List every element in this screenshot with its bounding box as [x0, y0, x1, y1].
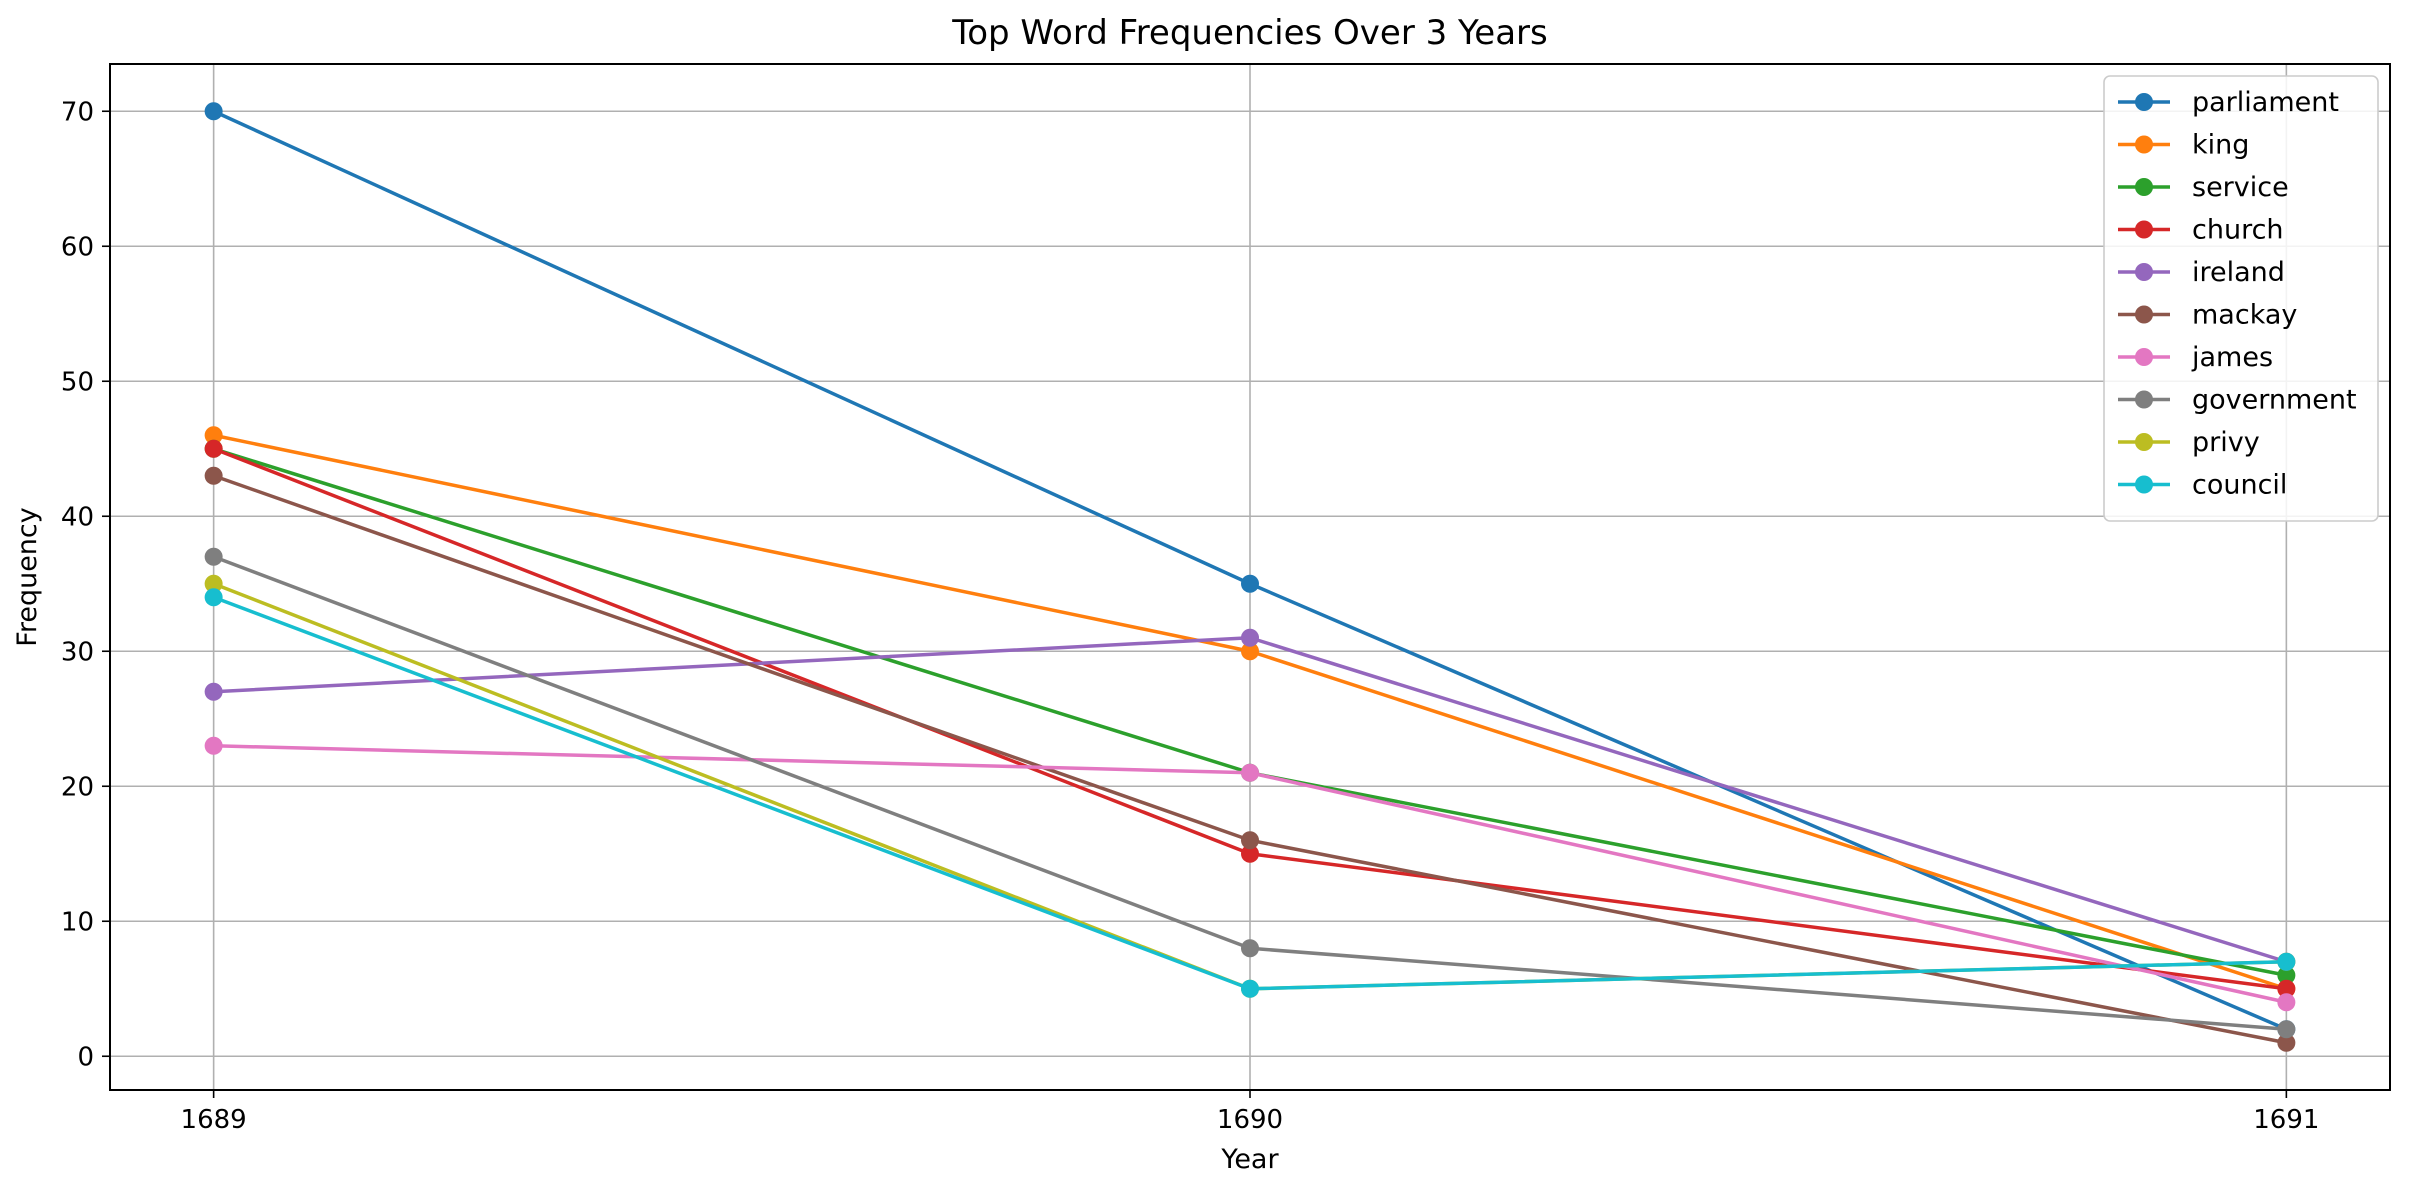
data-point-james	[1241, 763, 1259, 782]
data-point-mackay	[1241, 831, 1259, 850]
legend-item-privy: privy	[2118, 427, 2260, 458]
legend-marker	[2135, 93, 2153, 111]
data-point-service	[2277, 966, 2296, 985]
y-tick-label: 60	[61, 232, 94, 262]
data-point-government	[2277, 1020, 2296, 1039]
y-tick-label: 10	[61, 907, 94, 937]
y-tick-label: 20	[61, 772, 94, 802]
legend-marker	[2135, 348, 2153, 366]
y-tick-label: 70	[61, 97, 94, 127]
legend-item-government: government	[2118, 385, 2357, 416]
y-tick-label: 0	[77, 1042, 94, 1072]
data-point-church	[1241, 844, 1259, 863]
legend: parliament king service church ireland mackay…	[2103, 75, 2379, 522]
legend-label: church	[2192, 215, 2284, 246]
data-point-government	[204, 547, 223, 566]
data-point-king	[1241, 642, 1259, 661]
series-church	[204, 439, 2296, 998]
legend-item-council: council	[2118, 470, 2287, 501]
legend-marker	[2135, 305, 2153, 324]
legend-label: parliament	[2192, 87, 2339, 118]
legend-item-james: james	[2118, 342, 2273, 373]
legend-marker	[2135, 433, 2153, 451]
data-point-parliament	[1241, 574, 1259, 593]
legend-marker	[2135, 135, 2153, 154]
series-government	[204, 547, 2296, 1039]
legend-marker	[2135, 263, 2153, 281]
data-point-mackay	[204, 466, 223, 485]
data-point-mackay	[2277, 1033, 2296, 1052]
legend-marker	[2135, 178, 2153, 196]
y-axis-label: Frequency	[12, 507, 43, 647]
legend-label: james	[2191, 342, 2273, 373]
legend-item-parliament: parliament	[2118, 87, 2339, 118]
legend-marker	[2135, 390, 2153, 409]
data-point-james	[204, 736, 223, 755]
chart-title: Top Word Frequencies Over 3 Years	[951, 13, 1548, 53]
data-point-privy	[204, 574, 223, 593]
data-point-church	[204, 439, 223, 458]
data-point-ireland	[204, 682, 223, 701]
series-council	[204, 588, 2296, 998]
legend-label: mackay	[2192, 300, 2297, 331]
data-point-church	[2277, 979, 2296, 998]
series-lines	[204, 102, 2296, 1052]
legend-label: ireland	[2192, 257, 2285, 288]
legend-item-service: service	[2118, 172, 2289, 203]
grid	[110, 64, 2390, 1090]
data-point-ireland	[1241, 628, 1259, 647]
legend-label: privy	[2192, 427, 2260, 458]
y-tick-label: 40	[61, 502, 94, 532]
series-james	[204, 736, 2296, 1012]
data-point-council	[204, 588, 223, 607]
data-point-king	[204, 426, 223, 445]
x-tick-label: 1691	[2253, 1105, 2319, 1135]
legend-item-church: church	[2118, 215, 2284, 246]
legend-label: council	[2192, 470, 2287, 501]
legend-marker	[2135, 220, 2153, 239]
y-tick-label: 50	[61, 367, 94, 397]
axis-ticks: 1689 1690 1691 0 10 20 30 40 50 60 70	[61, 97, 2320, 1135]
data-point-government	[1241, 939, 1259, 958]
legend-box	[2103, 75, 2379, 522]
x-tick-label: 1690	[1217, 1105, 1283, 1135]
legend-item-king: king	[2118, 130, 2249, 161]
x-axis-label: Year	[1220, 1144, 1279, 1175]
data-point-council	[1241, 979, 1259, 998]
data-point-council	[2277, 952, 2296, 971]
legend-item-mackay: mackay	[2118, 300, 2297, 331]
legend-item-ireland: ireland	[2118, 257, 2285, 288]
data-point-parliament	[204, 102, 223, 121]
x-tick-label: 1689	[181, 1105, 247, 1135]
legend-label: service	[2192, 172, 2289, 203]
data-point-james	[2277, 993, 2296, 1012]
legend-label: government	[2192, 385, 2357, 416]
legend-marker	[2135, 475, 2153, 494]
series-mackay	[204, 466, 2296, 1052]
y-tick-label: 30	[61, 637, 94, 667]
legend-label: king	[2192, 130, 2249, 161]
